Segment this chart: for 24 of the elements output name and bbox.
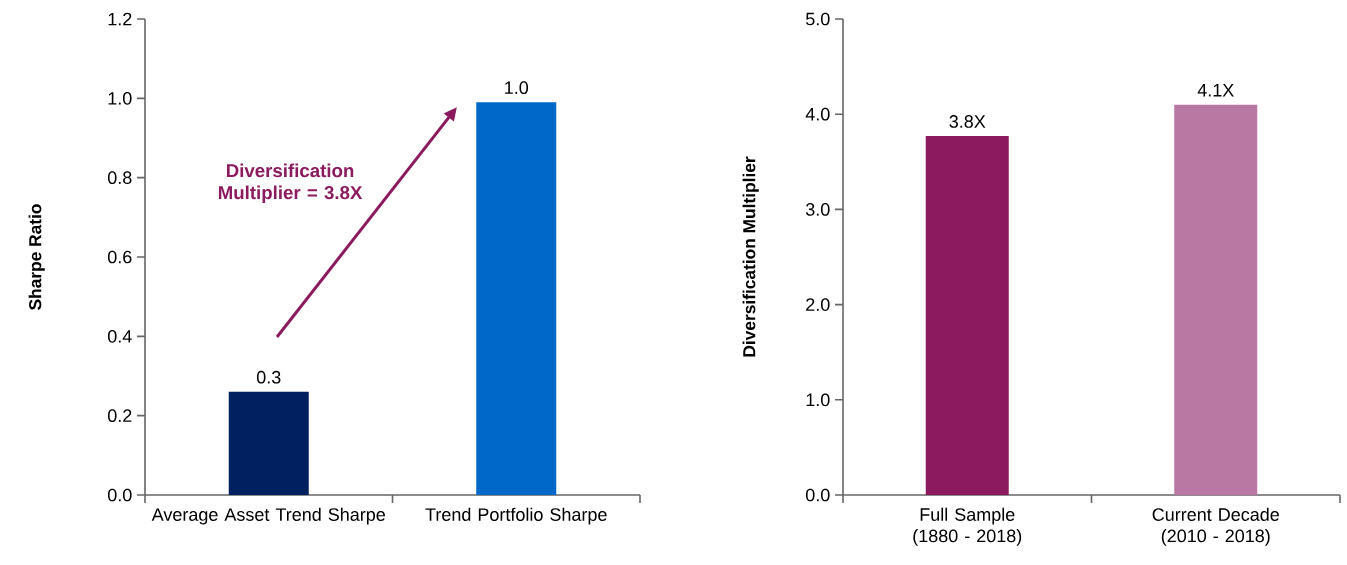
y-axis-title: Diversification Multiplier [742, 156, 759, 357]
x-tick-label: Trend Portfolio Sharpe [425, 507, 607, 525]
y-tick-label: 0.8 [107, 171, 132, 185]
data-label: 1.0 [505, 81, 529, 95]
y-tick-label: 4.0 [805, 107, 830, 121]
y-tick-label: 0.4 [107, 329, 132, 343]
x-tick-label: Average Asset Trend Sharpe [151, 507, 385, 525]
y-tick-label: 3.0 [805, 203, 830, 216]
y-tick-label: 1.0 [806, 393, 830, 407]
y-axis-title: Sharpe Ratio [28, 204, 45, 310]
data-label: 0.3 [256, 370, 281, 384]
y-tick-label: 2.0 [806, 298, 830, 311]
y-tick-label: 0.6 [107, 250, 132, 264]
data-label: 3.8X [949, 115, 986, 128]
y-tick-label: 0.0 [107, 488, 132, 502]
y-tick-label: 1.2 [108, 12, 132, 26]
x-tick-label: Full Sample (1880 - 2018) [913, 507, 1022, 546]
x-tick-label: Current Decade (2010 - 2018) [1152, 507, 1279, 546]
y-tick-label: 0.2 [107, 409, 132, 423]
y-tick-label: 1.0 [108, 91, 132, 105]
data-label: 4.1X [1197, 84, 1234, 97]
y-tick-label: 0.0 [805, 488, 830, 502]
y-tick-label: 5.0 [805, 12, 830, 26]
annotation: Diversification Multiplier = 3.8X [218, 163, 363, 203]
